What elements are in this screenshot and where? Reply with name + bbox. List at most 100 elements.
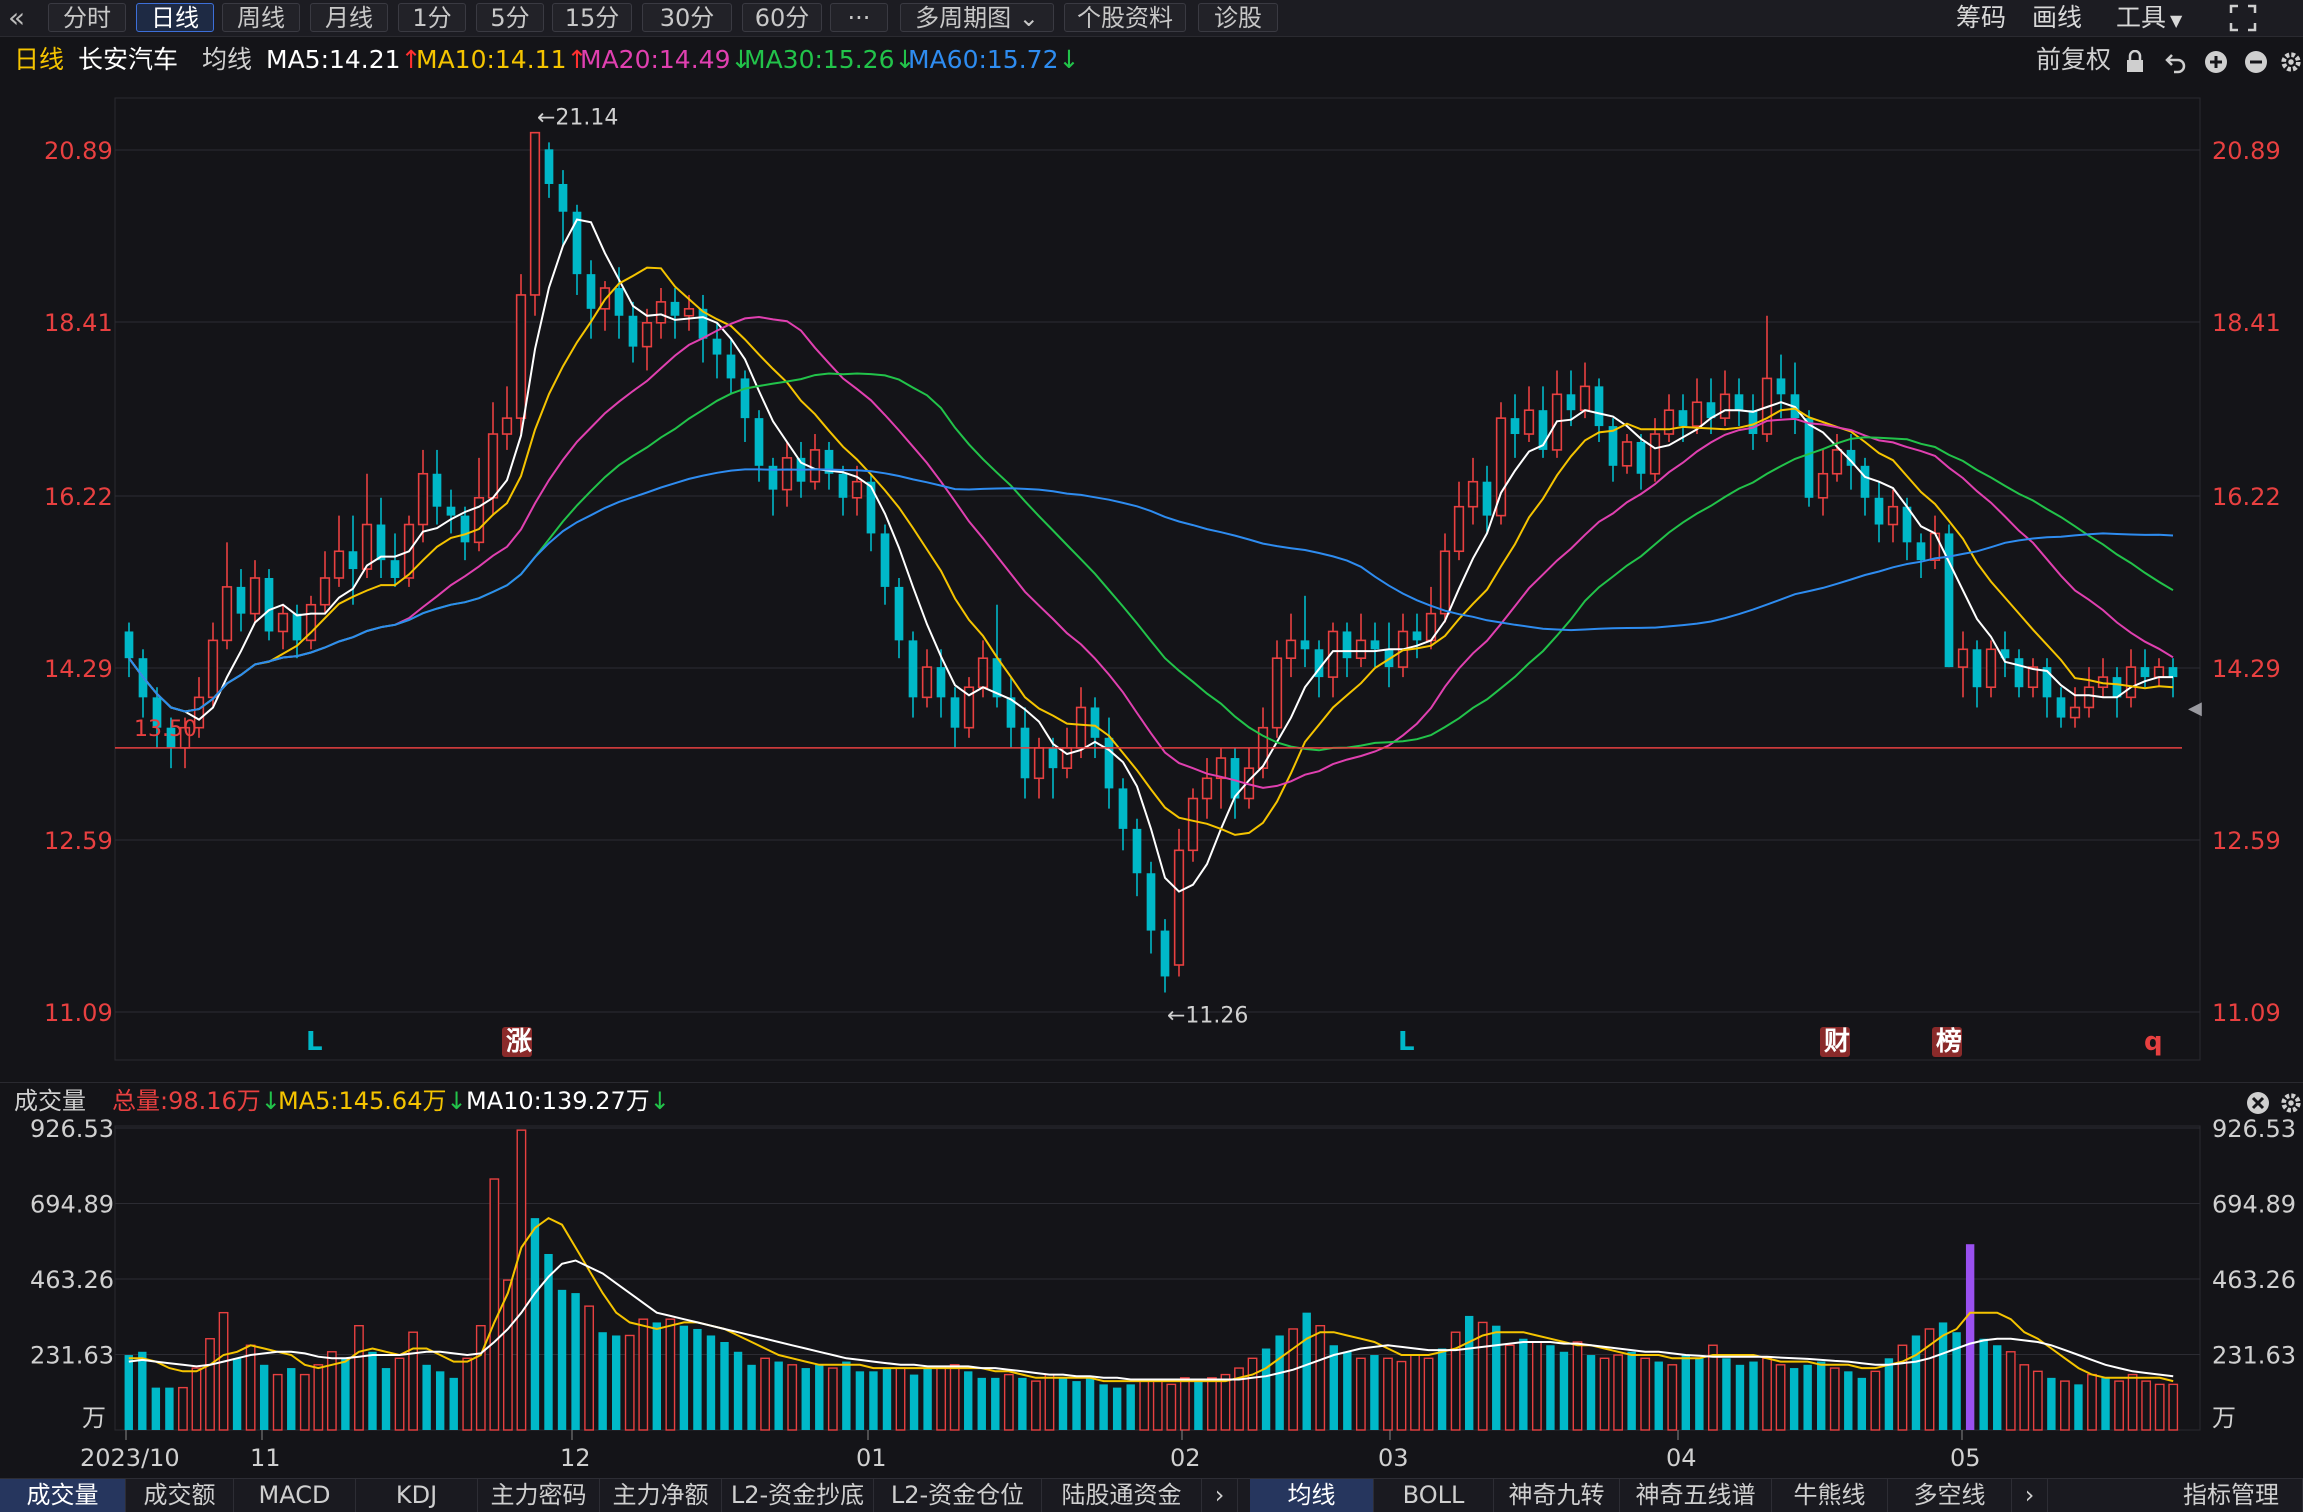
volume-bar bbox=[1938, 1322, 1948, 1430]
volume-bar bbox=[638, 1318, 649, 1431]
volume-bar bbox=[354, 1324, 364, 1431]
candle-body bbox=[824, 449, 834, 474]
volume-bar bbox=[679, 1325, 689, 1430]
volume-bar bbox=[1924, 1328, 1935, 1431]
indicator-manage-button[interactable]: 指标管理 bbox=[2160, 1479, 2303, 1512]
lock-icon[interactable] bbox=[2124, 48, 2146, 84]
candle-body bbox=[2042, 667, 2052, 698]
candle-body bbox=[1173, 849, 1185, 966]
candle-body bbox=[2000, 649, 2010, 659]
month-label: 11 bbox=[250, 1444, 281, 1472]
period-button-1[interactable]: 日线 bbox=[136, 3, 214, 32]
overlay-tab-4[interactable]: 牛熊线 bbox=[1772, 1479, 1888, 1512]
volume-bar bbox=[272, 1373, 283, 1431]
ma60-line bbox=[128, 468, 2174, 713]
chevron-right-icon[interactable]: › bbox=[2012, 1479, 2048, 1512]
volume-bar bbox=[1640, 1357, 1651, 1431]
volume-bar bbox=[1803, 1364, 1812, 1430]
volume-ma5-line bbox=[128, 1216, 2174, 1383]
fuquan-button[interactable]: 前复权 bbox=[2036, 45, 2112, 74]
period-button-12[interactable]: 诊股 bbox=[1198, 3, 1278, 32]
volume-bar bbox=[733, 1351, 743, 1430]
volume-bar bbox=[977, 1377, 986, 1430]
volume-ma10: MA10:139.27万↓ bbox=[466, 1087, 670, 1115]
candle-body bbox=[880, 533, 890, 587]
undo-icon[interactable] bbox=[2164, 48, 2188, 84]
indicator-tab-3[interactable]: KDJ bbox=[356, 1479, 478, 1512]
candle-body bbox=[950, 697, 960, 728]
candle-body bbox=[236, 586, 246, 614]
candle-body bbox=[446, 506, 456, 516]
candle-body bbox=[558, 183, 568, 212]
period-button-7[interactable]: 30分 bbox=[642, 3, 732, 32]
period-button-2[interactable]: 周线 bbox=[222, 3, 300, 32]
overlay-tab-1[interactable]: BOLL bbox=[1374, 1479, 1494, 1512]
chip-button[interactable]: 筹码 bbox=[1956, 3, 2007, 32]
volume-bar bbox=[665, 1318, 676, 1431]
indicator-tab-1[interactable]: 成交额 bbox=[126, 1479, 234, 1512]
ma-label[interactable]: 均线 bbox=[202, 45, 253, 74]
indicator-tab-2[interactable]: MACD bbox=[234, 1479, 356, 1512]
indicator-tab-8[interactable]: 陆股通资金 bbox=[1042, 1479, 1202, 1512]
indicator-tab-4[interactable]: 主力密码 bbox=[478, 1479, 600, 1512]
event-marker: q bbox=[2144, 1027, 2163, 1057]
period-button-8[interactable]: 60分 bbox=[742, 3, 822, 32]
overlay-tab-5[interactable]: 多空线 bbox=[1888, 1479, 2012, 1512]
candle-body bbox=[1748, 410, 1758, 435]
indicator-tab-7[interactable]: L2-资金仓位 bbox=[874, 1479, 1042, 1512]
candle-body bbox=[1916, 542, 1926, 561]
period-button-9[interactable]: ··· bbox=[830, 3, 888, 32]
candlestick-chart[interactable]: 20.89 20.89 18.41 18.41 16.22 16.22 14.29 14.29… bbox=[0, 90, 2303, 1070]
candle-body bbox=[2014, 658, 2024, 688]
period-button-5[interactable]: 5分 bbox=[476, 3, 544, 32]
volume-chart[interactable]: 926.53 926.53 694.89 694.89 463.26 463.26 231.… bbox=[0, 1118, 2303, 1478]
ma30-value: MA30:15.26↓ bbox=[744, 45, 916, 74]
period-button-6[interactable]: 15分 bbox=[552, 3, 632, 32]
month-label: 01 bbox=[856, 1444, 887, 1472]
volume-bar bbox=[1410, 1354, 1420, 1431]
volume-settings-icon[interactable] bbox=[2280, 1089, 2302, 1125]
period-button-10[interactable]: 多周期图 ⌄ bbox=[900, 3, 1054, 32]
overlay-tab-0[interactable]: 均线 bbox=[1250, 1479, 1374, 1512]
candle-body bbox=[809, 449, 821, 483]
indicator-tab-6[interactable]: L2-资金抄底 bbox=[722, 1479, 874, 1512]
overlay-tab-3[interactable]: 神奇五线谱 bbox=[1620, 1479, 1772, 1512]
close-icon[interactable] bbox=[2246, 1089, 2270, 1125]
indicator-tab-0[interactable]: 成交量 bbox=[0, 1479, 126, 1512]
event-marker: L bbox=[1398, 1027, 1415, 1057]
candle-body bbox=[1160, 930, 1170, 977]
candle-body bbox=[1649, 433, 1661, 475]
chevron-right-icon[interactable]: › bbox=[1202, 1479, 1238, 1512]
volume-bar bbox=[2019, 1364, 2030, 1431]
volume-bar bbox=[1695, 1358, 1704, 1430]
candle-body bbox=[390, 560, 400, 578]
y-tick-left: 16.22 bbox=[44, 483, 113, 511]
zoom-out-icon[interactable] bbox=[2244, 48, 2268, 84]
candle-body bbox=[1621, 441, 1633, 467]
tools-label: 工具 bbox=[2116, 3, 2167, 32]
period-button-3[interactable]: 月线 bbox=[310, 3, 388, 32]
settings-icon[interactable] bbox=[2280, 48, 2302, 84]
high-annotation: ←21.14 bbox=[537, 106, 618, 131]
candle-body bbox=[1860, 465, 1870, 498]
candle-body bbox=[1846, 449, 1856, 466]
candle-body bbox=[712, 338, 722, 355]
volume-y-tick-left: 694.89 bbox=[30, 1191, 114, 1219]
expand-icon[interactable] bbox=[2228, 3, 2258, 37]
period-button-11[interactable]: 个股资料 bbox=[1064, 3, 1186, 32]
zoom-in-icon[interactable] bbox=[2204, 48, 2228, 84]
volume-bar bbox=[706, 1335, 716, 1430]
volume-y-tick-right: 926.53 bbox=[2212, 1118, 2296, 1143]
volume-bar bbox=[1775, 1364, 1786, 1431]
volume-bar bbox=[571, 1293, 580, 1430]
draw-button[interactable]: 画线 bbox=[2032, 3, 2083, 32]
candle-body bbox=[1636, 441, 1646, 474]
period-button-0[interactable]: 分时 bbox=[48, 3, 126, 32]
indicator-tab-5[interactable]: 主力净额 bbox=[600, 1479, 722, 1512]
overlay-tab-2[interactable]: 神奇九转 bbox=[1494, 1479, 1620, 1512]
volume-bar bbox=[1681, 1355, 1691, 1430]
volume-bar bbox=[205, 1338, 215, 1431]
tools-button[interactable]: 工具 ▼ bbox=[2116, 2, 2182, 34]
collapse-icon[interactable]: « bbox=[8, 1, 26, 34]
period-button-4[interactable]: 1分 bbox=[398, 3, 466, 32]
